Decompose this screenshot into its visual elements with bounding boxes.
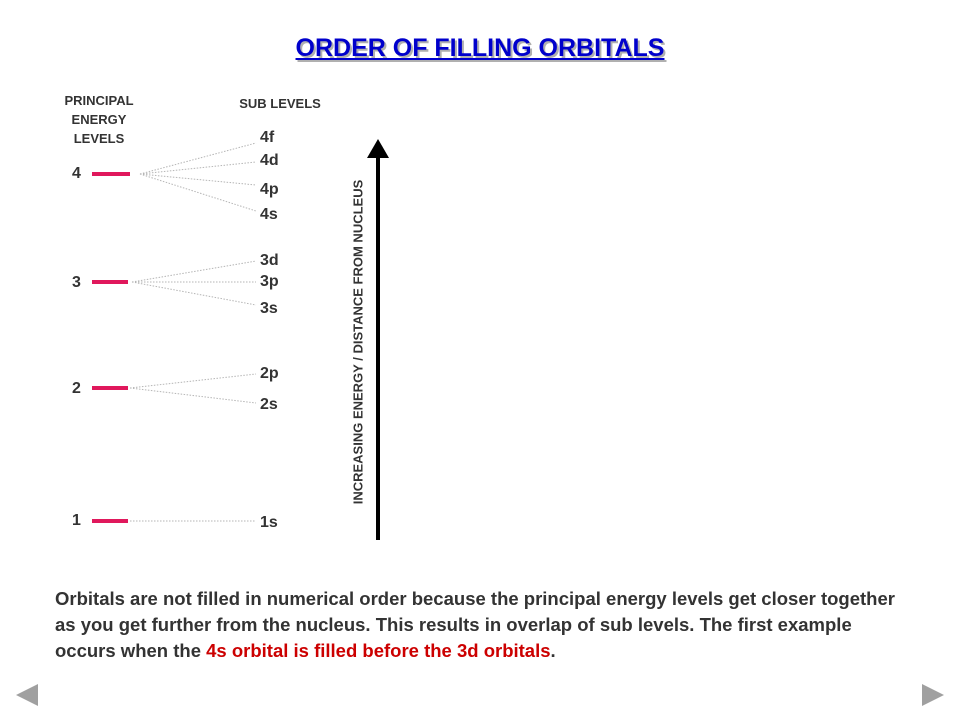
level-number-3: 3 — [72, 274, 81, 291]
connector-3-3d — [131, 260, 257, 283]
explanation-paragraph: Orbitals are not filled in numerical ord… — [55, 586, 905, 664]
level-bars — [92, 172, 130, 523]
principal-header-line: ENERGY — [71, 112, 127, 127]
sublevel-3s: 3s — [260, 300, 278, 317]
connector-3-3s — [131, 281, 257, 306]
page-title: ORDER OF FILLING ORBITALS — [295, 34, 665, 62]
sublevel-3p: 3p — [260, 273, 279, 290]
sublevel-1s: 1s — [260, 514, 278, 531]
connector-2-2p — [129, 373, 257, 389]
connector-lines — [129, 142, 257, 522]
principal-header-line: LEVELS — [73, 131, 125, 146]
energy-axis-label: INCREASING ENERGY / DISTANCE FROM NUCLEU… — [350, 179, 366, 505]
principal-header-line: PRINCIPAL — [64, 93, 134, 108]
connector-4-4s — [139, 173, 257, 212]
triangle-right-icon — [922, 684, 944, 706]
paragraph-text: Orbitals are not filled in numerical ord… — [55, 588, 895, 661]
sublevel-3d: 3d — [260, 252, 279, 269]
previous-slide-button[interactable] — [12, 680, 42, 710]
level-number-4: 4 — [72, 165, 81, 182]
sublevel-2s: 2s — [260, 396, 278, 413]
sublevel-4p: 4p — [260, 181, 279, 198]
sublevel-4f: 4f — [260, 129, 275, 146]
paragraph-end: . — [550, 640, 556, 661]
sub-levels-header: SUB LEVELS — [239, 96, 321, 111]
level-number-1: 1 — [72, 512, 81, 529]
principal-energy-levels-header: PRINCIPAL ENERGY LEVELS — [54, 91, 144, 148]
connector-4-4p — [139, 173, 257, 186]
sublevel-2p: 2p — [260, 365, 279, 382]
triangle-left-icon — [16, 684, 38, 706]
arrow-up-icon — [367, 139, 389, 158]
next-slide-button[interactable] — [918, 680, 948, 710]
paragraph-highlight: 4s orbital is filled before the 3d orbit… — [206, 640, 551, 661]
energy-arrow — [367, 139, 389, 540]
connector-4-4f — [139, 142, 257, 175]
sublevel-4s: 4s — [260, 206, 278, 223]
connector-4-4d — [139, 161, 257, 175]
sublevel-4d: 4d — [260, 152, 279, 169]
level-number-2: 2 — [72, 380, 81, 397]
connector-2-2s — [129, 387, 257, 404]
